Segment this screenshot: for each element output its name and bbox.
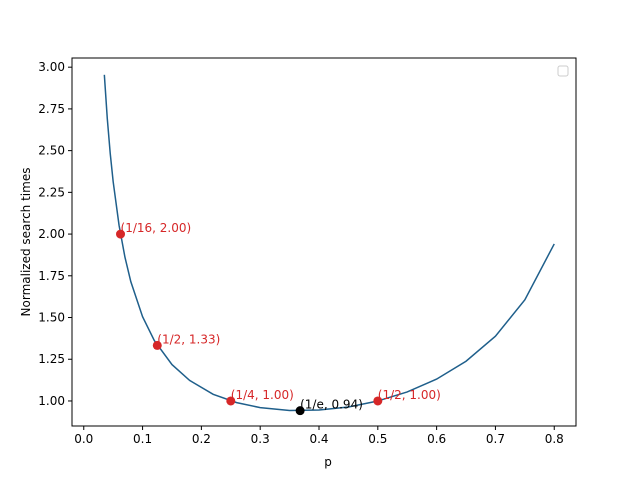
x-tick-label: 0.2 [192,432,211,446]
y-tick-label: 1.00 [38,394,65,408]
point-label: (1/16, 2.00) [121,221,192,235]
y-tick-label: 1.75 [38,269,65,283]
y-tick-label: 2.25 [38,185,65,199]
legend-box [557,65,569,77]
y-tick-label: 2.50 [38,144,65,158]
x-tick-label: 0.3 [251,432,270,446]
x-tick-label: 0.0 [74,432,93,446]
y-tick-label: 3.00 [38,60,65,74]
x-tick-label: 0.5 [368,432,387,446]
x-tick-label: 0.7 [486,432,505,446]
x-tick-label: 0.4 [309,432,328,446]
x-tick-label: 0.8 [545,432,564,446]
point-label: (1/e, 0.94) [300,398,363,412]
point-label: (1/2, 1.00) [378,388,441,402]
y-tick-label: 1.25 [38,352,65,366]
point-label: (1/2, 1.33) [157,332,220,346]
point-label: (1/4, 1.00) [231,388,294,402]
y-tick-label: 2.00 [38,227,65,241]
curve [103,74,555,412]
point [152,340,162,350]
x-tick-label: 0.6 [427,432,446,446]
point [226,396,236,406]
plot-frame [71,57,577,427]
x-tick-label: 0.1 [133,432,152,446]
x-axis-label: p [324,455,332,469]
point [373,396,383,406]
y-tick-label: 2.75 [38,102,65,116]
y-axis-label: Normalized search times [19,168,33,317]
point [116,229,126,239]
point [295,406,305,416]
y-tick-label: 1.50 [38,311,65,325]
